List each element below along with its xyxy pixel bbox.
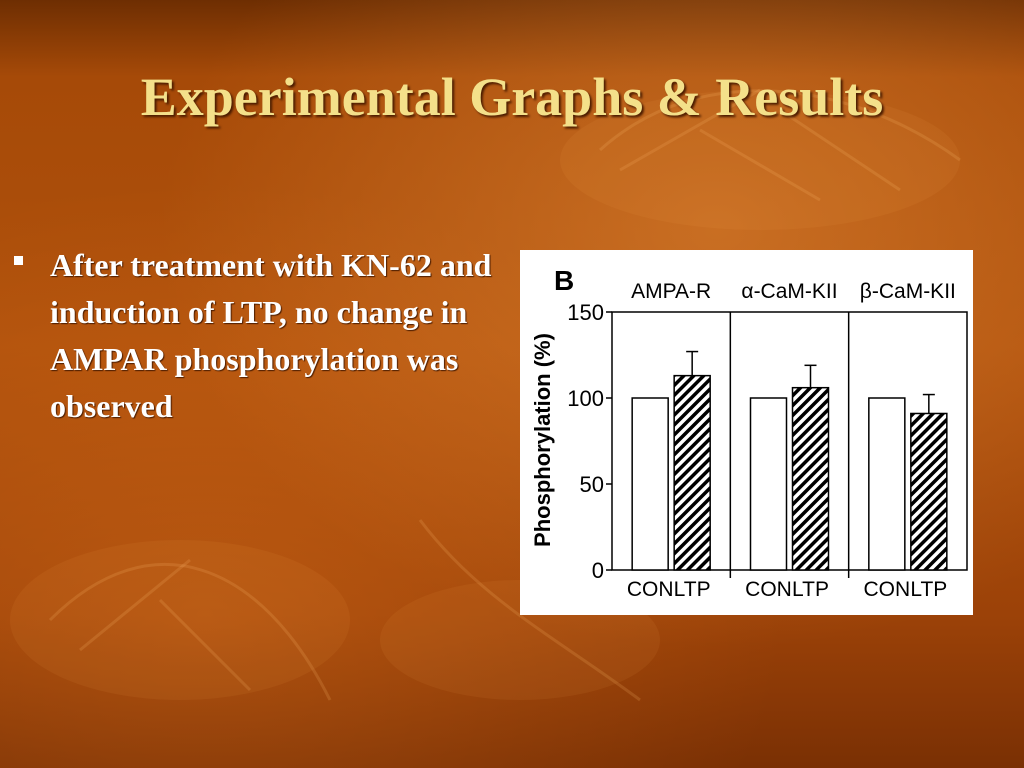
bar-con <box>868 397 906 571</box>
x-category-label: CON <box>745 578 792 601</box>
bar-chart: B Phosphorylation (%) 0 50 100 150 AMPA-R CON… <box>530 265 968 601</box>
plot-frame <box>611 311 968 571</box>
bar-con <box>631 397 669 571</box>
bar-chart-figure: B Phosphorylation (%) 0 50 100 150 AMPA-R CON… <box>520 250 973 615</box>
bullet-square-icon <box>14 256 23 265</box>
panel-label: B <box>554 265 574 296</box>
bar-ltp <box>910 412 948 571</box>
y-tick-label: 0 <box>592 558 604 583</box>
bullet-text: After treatment with KN-62 and induction… <box>50 247 492 424</box>
group-label: AMPA-R <box>631 280 711 303</box>
x-category-label: LTP <box>792 578 829 601</box>
bar-ltp <box>791 386 830 571</box>
y-tick-label: 50 <box>580 472 604 497</box>
group-label: α-CaM-KII <box>741 280 837 303</box>
x-category-label: CON <box>627 578 674 601</box>
y-axis-label: Phosphorylation (%) <box>530 333 555 547</box>
bullet-list: After treatment with KN-62 and induction… <box>14 242 494 430</box>
bar-ltp <box>673 374 711 571</box>
bar-con <box>749 397 788 571</box>
slide-title: Experimental Graphs & Results <box>140 67 884 127</box>
x-category-label: LTP <box>910 578 947 601</box>
x-category-label: LTP <box>674 578 711 601</box>
y-tick-label: 150 <box>567 300 604 325</box>
y-tick-label: 100 <box>567 386 604 411</box>
x-category-label: CON <box>863 578 910 601</box>
group-label: β-CaM-KII <box>860 280 956 303</box>
